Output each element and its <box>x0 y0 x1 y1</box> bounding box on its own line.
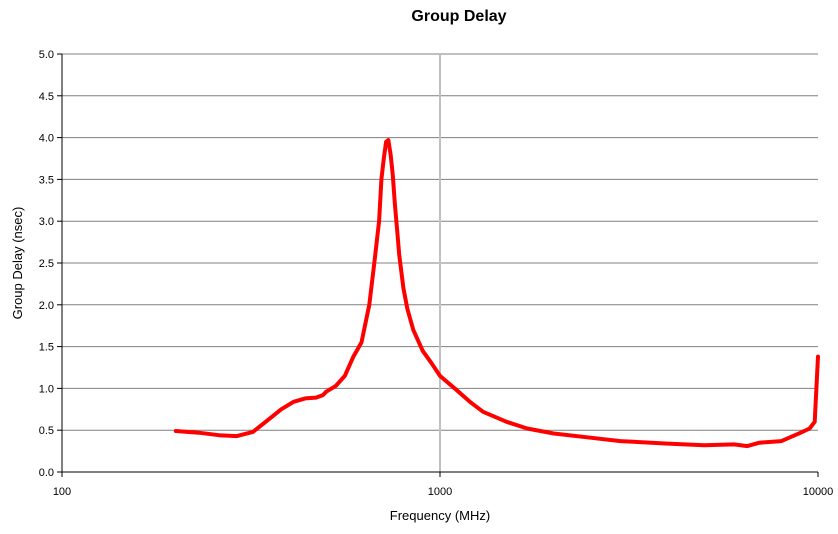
y-tick-label: 1.5 <box>39 342 54 354</box>
y-tick-label: 0.5 <box>39 425 54 437</box>
y-tick-label: 4.5 <box>39 91 54 103</box>
series-layer <box>173 138 820 449</box>
x-tick-label: 1000 <box>428 486 452 498</box>
y-tick-label: 2.0 <box>39 300 54 312</box>
x-tick-label: 100 <box>53 486 71 498</box>
y-tick-label: 5.0 <box>39 49 54 61</box>
labels-layer: 0.0 0.5 1.0 1.5 2.0 2.5 3.0 3.5 4.0 4.5 5.0 100 1000… <box>10 49 833 523</box>
chart-title: Group Delay <box>411 8 507 25</box>
y-tick-label: 1.0 <box>39 383 54 395</box>
y-tick-label: 2.5 <box>39 258 54 270</box>
y-axis-title: Group Delay (nsec) <box>10 207 25 320</box>
y-tick-label: 3.0 <box>39 216 54 228</box>
y-tick-label: 4.0 <box>39 133 54 145</box>
x-axis-title: Frequency (MHz) <box>390 508 490 523</box>
axes-layer <box>57 53 819 477</box>
x-tick-label: 10000 <box>803 486 834 498</box>
y-tick-label: 0.0 <box>39 467 54 479</box>
group-delay-line <box>173 138 820 449</box>
y-tick-label: 3.5 <box>39 174 54 186</box>
grid-layer <box>62 53 818 472</box>
